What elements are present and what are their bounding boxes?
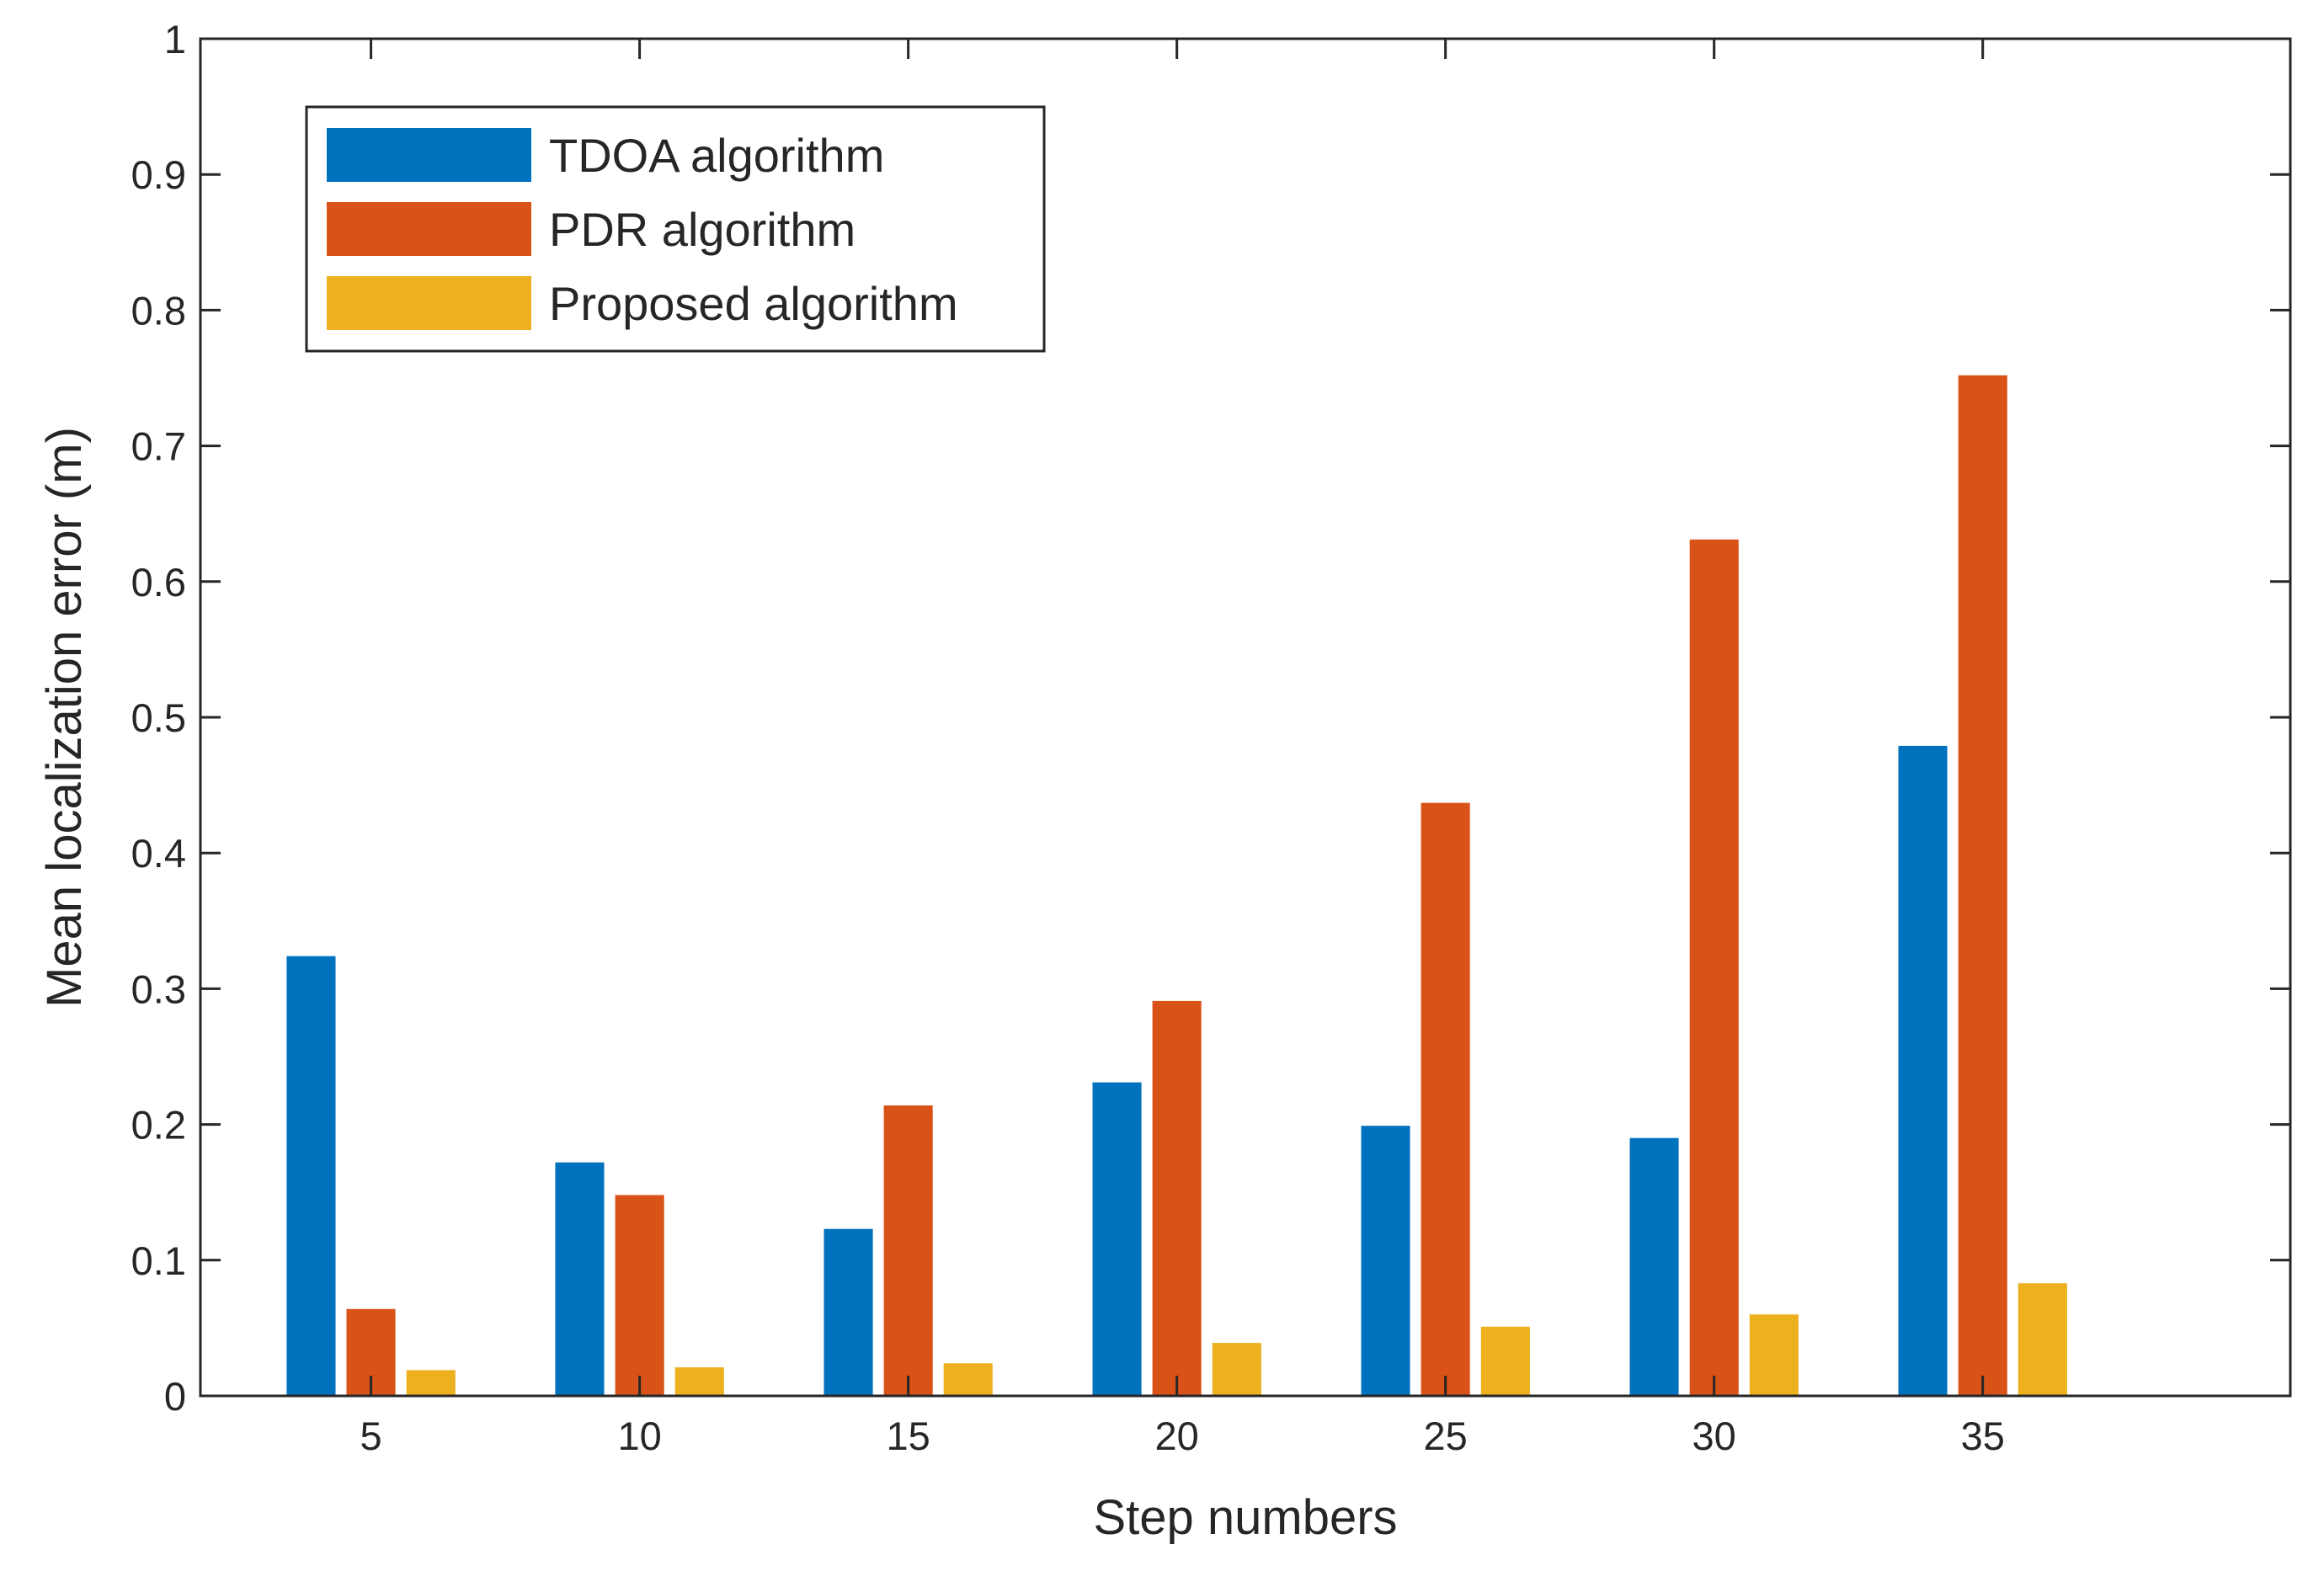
bar-proposed-10 bbox=[674, 1367, 724, 1396]
x-tick-label: 30 bbox=[1692, 1414, 1736, 1458]
bar-pdr-25 bbox=[1421, 802, 1470, 1396]
legend-label-pdr: PDR algorithm bbox=[549, 203, 856, 256]
y-tick-label: 0.9 bbox=[131, 152, 186, 197]
bar-proposed-30 bbox=[1749, 1314, 1799, 1396]
bar-tdoa-15 bbox=[824, 1228, 873, 1396]
legend-label-proposed: Proposed algorithm bbox=[549, 277, 958, 330]
y-tick-label: 0.2 bbox=[131, 1103, 186, 1148]
y-axis-label: Mean localization error (m) bbox=[37, 427, 92, 1008]
bar-pdr-10 bbox=[615, 1195, 664, 1396]
x-tick-label: 35 bbox=[1961, 1414, 2005, 1458]
bar-tdoa-10 bbox=[555, 1162, 605, 1396]
bar-pdr-15 bbox=[883, 1105, 933, 1396]
bar-tdoa-20 bbox=[1092, 1082, 1142, 1396]
y-tick-label: 0.8 bbox=[131, 288, 186, 333]
bar-proposed-25 bbox=[1480, 1326, 1530, 1396]
y-tick-label: 0.3 bbox=[131, 967, 186, 1011]
y-tick-label: 0.5 bbox=[131, 695, 186, 740]
x-tick-label: 10 bbox=[617, 1414, 661, 1458]
bar-proposed-5 bbox=[406, 1370, 456, 1396]
x-axis-label: Step numbers bbox=[1093, 1490, 1397, 1545]
y-tick-label: 0.1 bbox=[131, 1238, 186, 1283]
bar-proposed-35 bbox=[2018, 1283, 2067, 1396]
bar-pdr-35 bbox=[1958, 375, 2007, 1396]
bar-pdr-20 bbox=[1152, 1000, 1202, 1396]
x-tick-label: 20 bbox=[1155, 1414, 1199, 1458]
legend-swatch-proposed bbox=[327, 276, 531, 330]
x-tick-label: 15 bbox=[886, 1414, 930, 1458]
ticks-layer bbox=[200, 37, 2290, 1398]
bar-tdoa-30 bbox=[1629, 1137, 1679, 1396]
x-tick-label: 25 bbox=[1424, 1414, 1468, 1458]
x-tick-label: 5 bbox=[360, 1414, 382, 1458]
bar-pdr-30 bbox=[1689, 539, 1739, 1396]
legend-swatch-tdoa bbox=[327, 128, 531, 182]
y-tick-label: 0.4 bbox=[131, 831, 186, 876]
bar-tdoa-35 bbox=[1898, 745, 1948, 1396]
y-tick-labels: 0 0.1 0.2 0.3 0.4 0.5 0.6 0.7 0.8 0.9 1 bbox=[131, 17, 186, 1419]
x-tick-labels: 5 10 15 20 25 30 35 bbox=[360, 1414, 2005, 1458]
bars-layer bbox=[286, 375, 2067, 1396]
bar-tdoa-25 bbox=[1361, 1126, 1410, 1396]
y-tick-label: 1 bbox=[164, 17, 186, 61]
y-tick-label: 0.7 bbox=[131, 424, 186, 469]
legend-swatch-pdr bbox=[327, 202, 531, 256]
legend: TDOA algorithm PDR algorithm Proposed al… bbox=[305, 105, 1046, 353]
bar-proposed-20 bbox=[1212, 1343, 1261, 1396]
bar-tdoa-5 bbox=[286, 956, 336, 1396]
bar-proposed-15 bbox=[943, 1363, 993, 1396]
legend-label-tdoa: TDOA algorithm bbox=[549, 129, 884, 182]
y-tick-label: 0 bbox=[164, 1374, 186, 1419]
y-tick-label: 0.6 bbox=[131, 560, 186, 604]
